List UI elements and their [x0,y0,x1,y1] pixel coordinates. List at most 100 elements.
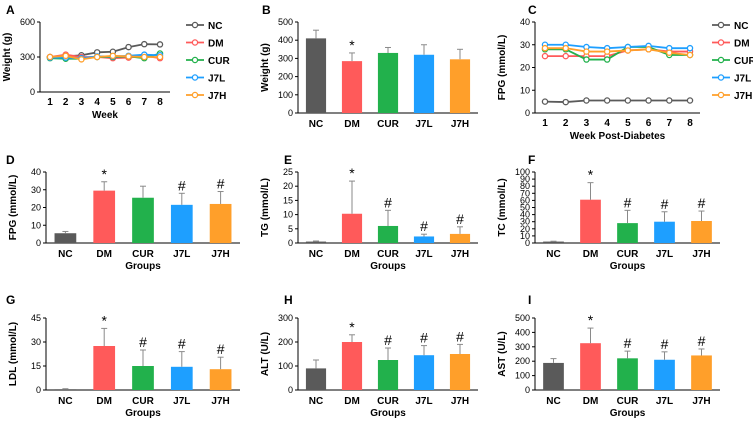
y-tick-label: 45 [31,313,41,323]
x-tick-label: 6 [646,118,652,129]
y-tick-label: 20 [520,63,530,73]
data-point [78,56,85,63]
data-point [562,98,569,106]
y-tick-label: 90 [520,174,530,184]
y-tick-label: 50 [520,203,530,213]
x-category-label: DM [96,249,112,260]
data-point [583,97,590,104]
bar-j7h [691,355,712,390]
panel-letter: B [262,3,271,17]
data-point [603,56,611,63]
significance-marker: # [178,177,186,193]
panel-c: C 0 10 20 30 40 FPG (mmol/L) 1 2 3 4 5 6 7 8 Week Post-… [497,3,753,142]
legend-label: NC [734,21,748,32]
bar-j7l [170,204,193,243]
x-tick-label: 8 [157,97,163,108]
x-category-label: DM [344,249,360,260]
bar-cur [377,360,399,390]
y-tick-label: 25 [283,167,293,177]
significance-marker: * [349,37,355,53]
y-tick-label: 10 [31,220,41,230]
x-tick-label: 6 [126,97,132,108]
x-category-label: CUR [132,249,154,260]
x-category-label: NC [546,249,560,260]
y-tick-label: 500 [515,313,530,323]
x-category-label: NC [58,249,72,260]
y-tick-label: 10 [520,231,530,241]
legend-marker [717,39,725,46]
significance-marker: * [349,319,355,335]
x-tick-label: 5 [110,97,116,108]
y-tick-label: 300 [278,53,293,63]
x-axis-label: Groups [125,408,161,419]
y-tick-label: 10 [520,85,530,95]
legend-label: CUR [208,56,230,67]
x-category-label: CUR [132,396,154,407]
significance-marker: # [420,330,428,346]
y-tick-label: 200 [278,337,293,347]
y-axis-label: FPG (mmol/L) [497,35,508,101]
legend-marker [191,39,199,46]
significance-marker: # [456,328,464,344]
x-category-label: J7L [415,249,432,260]
x-category-label: DM [344,119,360,130]
panel-letter: H [284,293,293,307]
y-axis-label: TG (mmol/L) [260,178,271,237]
x-category-label: NC [546,396,560,407]
panel-e: E 0 5 10 15 20 25 TG (mmol/L) NC * DM # CUR # J7L # J7H G… [260,153,478,272]
bar-j7h [209,203,232,243]
bar-nc [305,38,327,113]
legend-label: DM [208,39,224,50]
bar-j7l [413,54,435,113]
y-tick-label: 600 [20,17,35,27]
panel-i: I 0 100 200 300 400 500 AST (U/L) NC * DM # CUR # J7L #… [497,293,720,419]
y-tick-label: 0 [288,385,293,395]
x-tick-label: 8 [687,118,693,129]
bar-cur [377,225,399,243]
x-category-label: CUR [377,119,399,130]
bar-dm [341,213,363,243]
x-tick-label: 1 [47,97,53,108]
bar-cur [377,52,399,113]
bar-j7h [209,369,232,390]
y-tick-label: 40 [520,17,530,27]
bar-dm [341,61,363,113]
bar-j7l [170,366,193,390]
y-tick-label: 30 [31,337,41,347]
legend-label: NC [208,21,222,32]
x-category-label: J7L [415,396,432,407]
y-tick-label: 300 [515,342,530,352]
legend-marker [191,74,199,81]
data-point [93,53,101,61]
x-category-label: J7H [692,396,710,407]
data-point [666,49,673,56]
x-category-label: J7L [415,119,432,130]
bar-cur [617,358,638,390]
data-point [141,53,148,61]
data-point [562,52,569,60]
x-category-label: J7L [173,249,190,260]
y-tick-label: 400 [278,35,293,45]
x-axis-label: Week Post-Diabetes [570,131,666,142]
data-point [125,53,132,60]
x-axis-label: Groups [610,261,646,272]
y-tick-label: 70 [520,188,530,198]
series-line-j7l [545,43,690,50]
x-category-label: CUR [617,249,639,260]
significance-marker: # [661,336,669,352]
significance-marker: # [661,196,669,212]
significance-marker: # [624,335,632,351]
data-point [624,47,632,54]
x-category-label: J7H [211,249,229,260]
bar-j7h [691,220,712,243]
significance-marker: # [420,218,428,234]
bar-dm [341,342,363,390]
x-category-label: CUR [377,396,399,407]
x-category-label: J7H [451,396,469,407]
bar-j7h [449,59,471,113]
y-tick-label: 200 [515,356,530,366]
bar-cur [132,366,154,390]
x-axis-label: Groups [125,261,161,272]
y-tick-label: 0 [525,108,530,118]
